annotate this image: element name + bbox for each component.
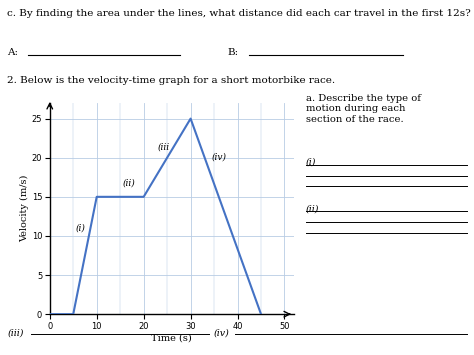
Text: (iii): (iii)	[7, 328, 24, 337]
Text: A:: A:	[7, 48, 18, 57]
Text: (ii): (ii)	[306, 204, 319, 213]
Text: (i): (i)	[306, 158, 316, 167]
Text: c. By finding the area under the lines, what distance did each car travel in the: c. By finding the area under the lines, …	[7, 9, 471, 18]
Text: 2. Below is the velocity-time graph for a short motorbike race.: 2. Below is the velocity-time graph for …	[7, 76, 335, 85]
X-axis label: Time (s): Time (s)	[152, 334, 192, 343]
Text: (iv): (iv)	[213, 328, 229, 337]
Text: a. Describe the type of
motion during each
section of the race.: a. Describe the type of motion during ea…	[306, 94, 421, 124]
Text: (iii: (iii	[158, 142, 170, 152]
Text: (i): (i)	[75, 223, 85, 232]
Text: B:: B:	[228, 48, 238, 57]
Text: (iv): (iv)	[212, 153, 227, 162]
Y-axis label: Velocity (m/s): Velocity (m/s)	[20, 175, 29, 242]
Text: (ii): (ii)	[123, 179, 135, 187]
